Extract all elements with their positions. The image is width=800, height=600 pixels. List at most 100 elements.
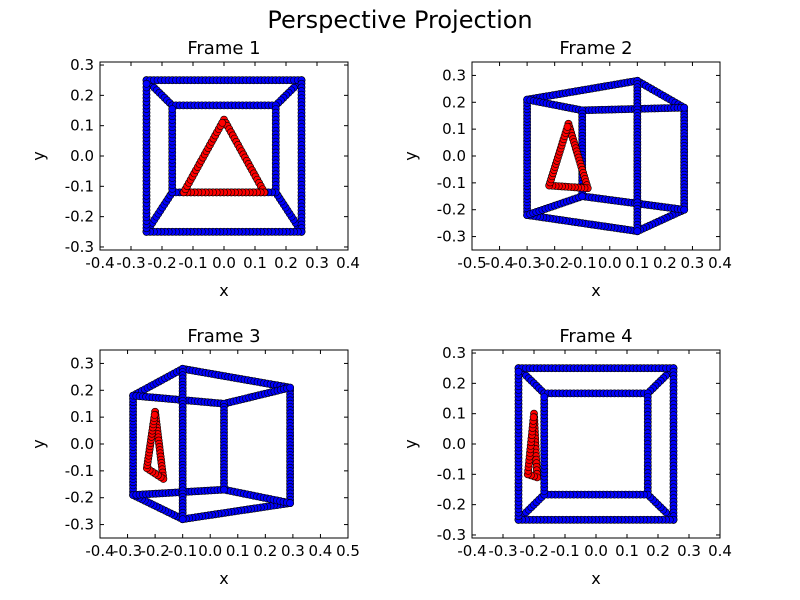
x-axis-label: x	[591, 281, 600, 300]
cube-point	[633, 227, 642, 236]
x-tick-label: 0.3	[681, 254, 705, 272]
triangle-point	[150, 411, 159, 419]
y-tick-label: -0.1	[65, 177, 94, 195]
cube-point	[220, 485, 228, 494]
y-tick-label: 0.3	[70, 56, 94, 74]
panel-4: -0.4 -0.3 -0.2 -0.1 0.0 0.1 0.2 0.3 0.4-0.3-0.2-…	[401, 326, 732, 588]
x-tick-label: -0.2	[540, 254, 569, 272]
triangle-point	[218, 118, 227, 127]
x-axis-label: x	[219, 281, 228, 300]
cube-point	[680, 205, 689, 214]
x-axis-label: x	[219, 569, 228, 588]
cube-point	[514, 367, 523, 376]
cube-point	[286, 383, 295, 392]
y-tick-label: 0.2	[442, 93, 466, 111]
y-tick-label: 0.1	[70, 408, 94, 426]
x-tick-label: 0.1	[625, 254, 649, 272]
x-tick-label: 0.3	[281, 542, 305, 560]
y-axis-label: y	[29, 151, 48, 160]
y-tick-label: 0.3	[442, 66, 466, 84]
cube-point	[540, 393, 549, 401]
x-tick-label: 0.2	[646, 542, 670, 560]
panel-title: Frame 3	[187, 326, 260, 347]
plot-frame	[471, 349, 721, 539]
panel-1: -0.4 -0.3 -0.2 -0.1 0.0 0.1 0.2 0.3 0.4-0.3-0.2-…	[29, 38, 360, 300]
x-tick-label: 0.4	[336, 254, 360, 272]
y-axis-label: y	[29, 439, 48, 448]
y-tick-label: -0.1	[437, 174, 466, 192]
y-tick-label: -0.3	[437, 228, 466, 246]
x-tick-label: -0.1	[168, 542, 197, 560]
x-tick-label: -0.2	[147, 254, 176, 272]
y-tick-label: 0.2	[442, 374, 466, 392]
y-tick-label: 0.0	[442, 435, 466, 453]
panel-title: Frame 4	[559, 326, 632, 347]
y-axis-label: y	[401, 439, 420, 448]
x-tick-label: -0.4	[85, 542, 114, 560]
y-tick-label: -0.1	[65, 462, 94, 480]
x-tick-label: -0.4	[485, 254, 514, 272]
figure-title: Perspective Projection	[267, 6, 533, 34]
y-tick-label: -0.3	[437, 526, 466, 544]
x-tick-label: 0.4	[708, 254, 732, 272]
panel-2: -0.5-0.4-0.3-0.2-0.1 0.0 0.1 0.2 0.3 0.4-0.3-…	[401, 38, 732, 300]
x-tick-label: -0.2	[519, 542, 548, 560]
cube-point	[286, 499, 295, 507]
x-tick-label: -0.3	[113, 542, 142, 560]
x-tick-label: -0.1	[568, 254, 597, 272]
x-axis-label: x	[591, 569, 600, 588]
y-tick-label: -0.2	[437, 496, 466, 514]
y-tick-label: 0.1	[70, 117, 94, 135]
y-tick-label: 0.3	[70, 354, 94, 372]
cube-point	[680, 103, 689, 112]
x-tick-label: -0.4	[457, 542, 486, 560]
plot-frame	[99, 61, 349, 251]
cube-point	[168, 105, 177, 113]
cube-point	[142, 79, 151, 88]
y-tick-label: 0.0	[70, 147, 94, 165]
x-tick-label: 0.5	[336, 542, 360, 560]
x-tick-label: 0.0	[212, 254, 236, 272]
y-tick-label: 0.2	[70, 86, 94, 104]
x-tick-label: -0.3	[116, 254, 145, 272]
y-tick-label: -0.2	[65, 208, 94, 226]
x-tick-label: -0.2	[140, 542, 169, 560]
x-tick-label: 0.2	[253, 542, 277, 560]
y-tick-label: 0.0	[442, 147, 466, 165]
x-tick-label: 0.1	[226, 542, 250, 560]
triangle-point	[529, 413, 538, 422]
x-tick-label: 0.4	[309, 542, 333, 560]
y-tick-label: -0.3	[65, 516, 94, 534]
x-tick-label: -0.1	[178, 254, 207, 272]
y-tick-label: -0.2	[65, 489, 94, 507]
x-tick-label: -0.4	[85, 254, 114, 272]
x-tick-label: 0.3	[677, 542, 701, 560]
x-tick-label: 0.3	[305, 254, 329, 272]
y-tick-label: -0.3	[65, 238, 94, 256]
cube-point	[178, 515, 187, 524]
x-tick-label: 0.1	[243, 254, 267, 272]
x-tick-label: 0.1	[615, 542, 639, 560]
y-tick-label: -0.2	[437, 201, 466, 219]
panel-title: Frame 2	[559, 38, 632, 59]
plot-area	[129, 364, 295, 524]
x-tick-label: 0.4	[708, 542, 732, 560]
y-tick-label: 0.2	[70, 381, 94, 399]
x-tick-label: -0.3	[512, 254, 541, 272]
cube-point	[578, 192, 587, 201]
x-tick-label: 0.0	[198, 542, 222, 560]
y-axis-label: y	[401, 151, 420, 160]
x-tick-label: -0.5	[457, 254, 486, 272]
y-tick-label: 0.3	[442, 344, 466, 362]
y-tick-label: 0.1	[442, 120, 466, 138]
panel-3: -0.4-0.3-0.2-0.1 0.0 0.1 0.2 0.3 0.4 0.5-0.3-0…	[29, 326, 360, 588]
x-tick-label: 0.2	[274, 254, 298, 272]
plot-frame	[471, 61, 721, 251]
triangle-point	[563, 122, 572, 131]
y-tick-label: -0.1	[437, 465, 466, 483]
panel-title: Frame 1	[187, 38, 260, 59]
x-tick-label: 0.0	[584, 542, 608, 560]
y-tick-label: 0.0	[70, 435, 94, 453]
